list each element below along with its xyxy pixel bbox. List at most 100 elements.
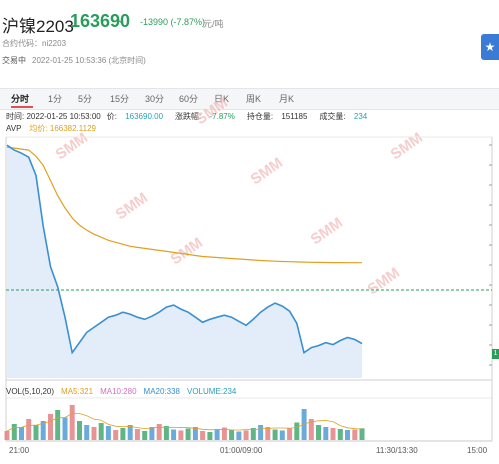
volume-bar	[337, 429, 343, 440]
right-price-badge: 1	[492, 349, 499, 359]
avp-label: AVP	[6, 124, 22, 133]
volume-bar	[301, 409, 307, 440]
volume-bar	[62, 417, 68, 440]
volume-bar	[142, 431, 148, 440]
price-down-arrow-icon: ⌄	[117, 15, 126, 26]
contract-code-label: 合约代码：	[2, 39, 42, 48]
volume-bar	[359, 428, 365, 440]
volume-bar	[272, 429, 278, 440]
tab-weekly-k[interactable]: 周K	[246, 94, 262, 104]
info-oi: 151185	[281, 112, 308, 121]
tab-monthly-k[interactable]: 月K	[279, 94, 295, 104]
tab-30min[interactable]: 30分	[145, 94, 165, 104]
volume-bar	[84, 425, 90, 440]
price-line	[6, 144, 363, 355]
tab-60min[interactable]: 60分	[179, 94, 199, 104]
volume-bar	[105, 426, 111, 440]
x-tick-label: 21:00	[9, 446, 30, 455]
volume-bar	[352, 429, 358, 440]
volume-bar	[294, 422, 300, 440]
price-area	[7, 145, 362, 378]
info-change-label: 涨跌幅:	[175, 112, 202, 121]
info-change: -7.87%	[209, 112, 235, 121]
info-time: 时间: 2022-01-25 10:53:00	[6, 112, 101, 121]
x-tick-label: 11:30/13:30	[376, 446, 418, 455]
trading-state: 交易中	[2, 56, 26, 65]
watermark-logo: SMM	[193, 94, 231, 128]
watermark-logo: SMM	[388, 129, 426, 163]
vol-volume: VOLUME:234	[187, 387, 237, 396]
volume-bar	[207, 432, 213, 440]
period-tabs: 分时 1分 5分 15分 30分 60分 日K 周K 月K	[0, 88, 499, 110]
contract-code-value: ni2203	[42, 39, 67, 48]
volume-bar	[11, 424, 17, 440]
crosshair-info: 时间: 2022-01-25 10:53:00 价: 163690.00 涨跌幅: …	[6, 111, 379, 122]
star-favorite-icon[interactable]: ★	[481, 34, 499, 60]
volume-bar	[221, 427, 227, 440]
volume-bar	[229, 430, 235, 440]
volume-bar	[120, 428, 126, 440]
avg-price-line	[6, 146, 362, 264]
info-volume-label: 成交量:	[319, 112, 346, 121]
tab-intraday[interactable]: 分时	[11, 94, 30, 104]
tab-5min[interactable]: 5分	[78, 94, 93, 104]
volume-bar	[308, 419, 314, 440]
volume-bar	[250, 428, 256, 440]
volume-bar	[192, 427, 198, 440]
volume-bar	[55, 410, 61, 440]
volume-bar	[77, 421, 82, 440]
volume-bar	[316, 425, 321, 440]
volume-bar	[113, 430, 119, 440]
trading-time: 2022-01-25 10:53:36 (北京时间)	[32, 56, 146, 65]
volume-bar	[200, 431, 206, 440]
active-tab-indicator	[11, 106, 33, 108]
vol-ma10: MA10:280	[100, 387, 137, 396]
volume-bar	[149, 427, 155, 440]
vol-ma5: MA5:321	[61, 387, 94, 396]
x-tick-label: 01:00/09:00	[220, 446, 263, 455]
tab-1min[interactable]: 1分	[48, 94, 63, 104]
volume-bar	[69, 405, 75, 440]
volume-bar	[258, 425, 264, 440]
watermark-logo: SMM	[113, 189, 151, 223]
volume-bar	[91, 427, 97, 440]
tab-15min[interactable]: 15分	[110, 94, 130, 104]
watermark-logo: SMM	[308, 214, 346, 248]
volume-legend: VOL(5,10,20) MA5:321 MA10:280 MA20:338 VOLUM…	[6, 387, 243, 396]
avg-price: 均价: 166382.1129	[29, 124, 96, 133]
contract-code: 合约代码：ni2203	[2, 38, 66, 49]
volume-bar	[236, 431, 242, 440]
tab-daily-k[interactable]: 日K	[214, 94, 230, 104]
volume-bar	[4, 431, 10, 440]
volume-bar	[163, 426, 169, 440]
volume-bar	[171, 429, 177, 440]
volume-bar	[48, 414, 53, 440]
volume-bar	[26, 419, 32, 440]
volume-bar	[178, 430, 184, 440]
volume-bar	[185, 428, 191, 440]
vol-ma20: MA20:338	[143, 387, 180, 396]
price-change: -13990 (-7.87%)	[140, 17, 206, 27]
watermark-logo: SMM	[248, 154, 286, 188]
volume-bar	[214, 429, 220, 440]
volume-bar	[156, 424, 162, 440]
volume-bar	[330, 428, 336, 440]
watermark-logo: SMM	[53, 129, 91, 163]
volume-bar	[323, 427, 329, 440]
instrument-title: 沪镍2203	[2, 17, 74, 36]
volume-bar	[127, 425, 133, 440]
volume-bar	[287, 428, 293, 440]
avp-legend: AVP 均价: 166382.1129	[6, 123, 96, 134]
info-oi-label: 持仓量:	[246, 112, 274, 121]
volume-bar	[98, 423, 104, 440]
info-volume: 234	[353, 112, 368, 121]
info-price-label: 价:	[106, 112, 117, 121]
trading-status: 交易中 2022-01-25 10:53:36 (北京时间)	[2, 55, 146, 66]
price-unit: 元/吨	[203, 19, 224, 29]
vol-label: VOL(5,10,20)	[6, 387, 55, 396]
volume-bar	[33, 425, 39, 440]
volume-bar	[19, 427, 24, 440]
watermark-logo: SMM	[168, 234, 206, 268]
volume-bar	[40, 421, 46, 440]
